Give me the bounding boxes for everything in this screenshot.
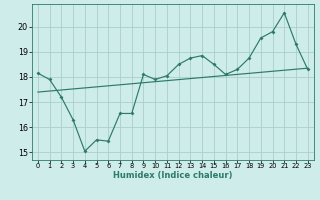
X-axis label: Humidex (Indice chaleur): Humidex (Indice chaleur) [113, 171, 233, 180]
